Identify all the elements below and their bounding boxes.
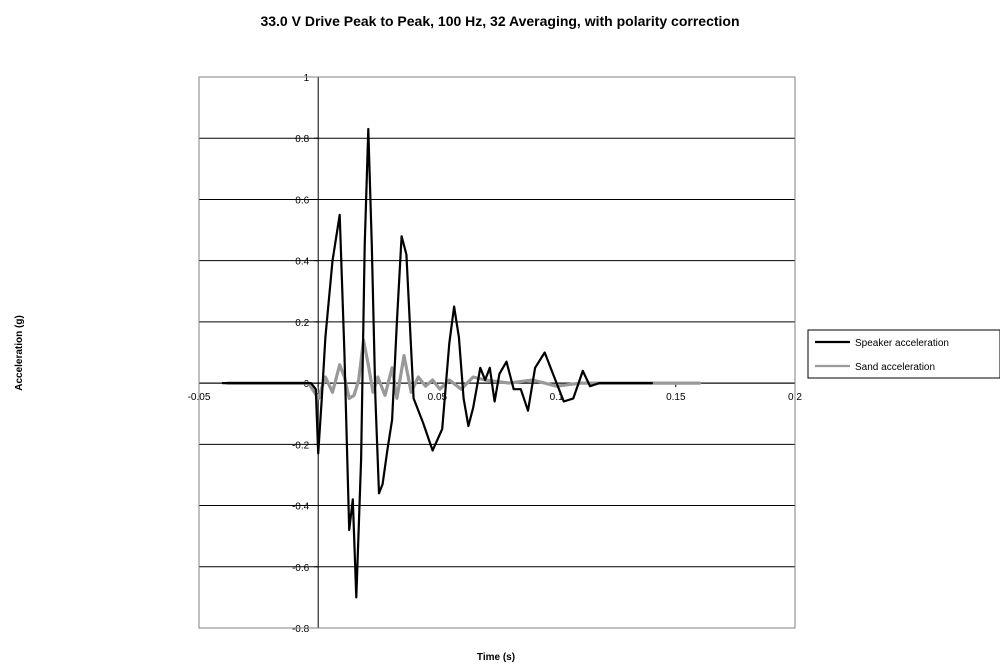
legend-label-sand: Sand acceleration xyxy=(855,362,935,373)
series-line-speaker xyxy=(221,127,654,599)
legend-box xyxy=(807,329,1000,379)
y-tick-label: -0.4 xyxy=(292,502,310,513)
y-tick-label: 0.8 xyxy=(295,134,309,145)
y-tick-label: -0.2 xyxy=(292,440,310,451)
x-tick-label: 0.05 xyxy=(428,392,448,403)
x-tick-label: 0.1 xyxy=(550,392,564,403)
plot-border xyxy=(198,76,796,629)
chart-title: 33.0 V Drive Peak to Peak, 100 Hz, 32 Av… xyxy=(260,13,739,29)
x-axis-title: Time (s) xyxy=(477,652,515,663)
legend-label-speaker: Speaker acceleration xyxy=(855,338,949,349)
y-tick-label: -0.6 xyxy=(292,563,310,574)
series-line-sand xyxy=(226,338,702,400)
y-tick-label: 0.6 xyxy=(295,195,309,206)
x-tick-label: 0.15 xyxy=(666,392,686,403)
legend: Speaker acceleration Sand acceleration xyxy=(807,329,1000,379)
y-tick-label: -0.8 xyxy=(292,624,310,635)
series-lines xyxy=(221,127,702,599)
y-tick-label: 0.4 xyxy=(295,257,309,268)
y-tick-label: 1 xyxy=(304,73,310,84)
plot-area xyxy=(199,77,795,628)
y-tick-label: 0.2 xyxy=(295,318,309,329)
y-axis-title: Acceleration (g) xyxy=(14,315,25,391)
